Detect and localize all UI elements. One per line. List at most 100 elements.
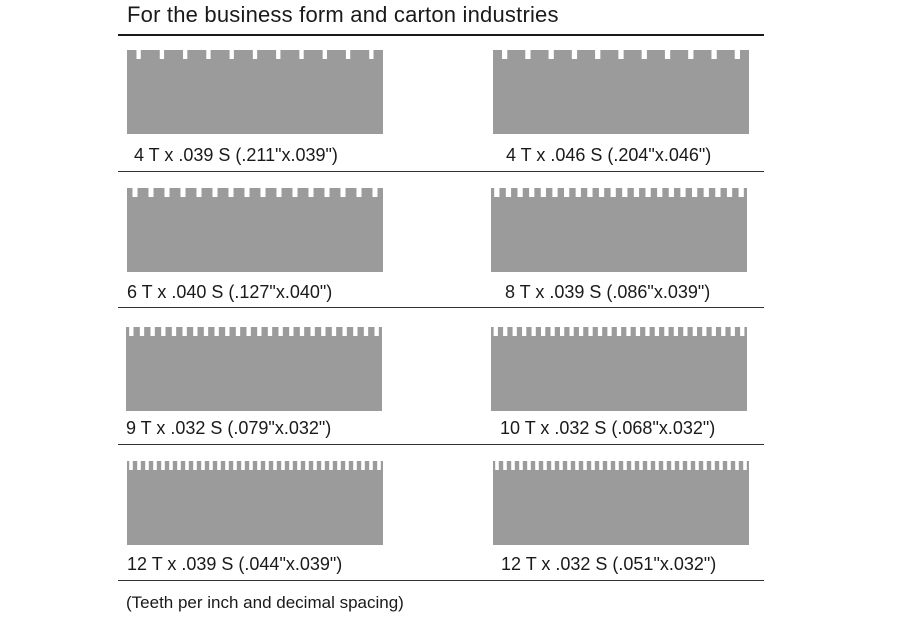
- perforation-notch: [177, 461, 181, 470]
- perforation-notch: [680, 188, 686, 197]
- perforation-notch: [695, 461, 699, 470]
- perforation-notch: [597, 327, 603, 336]
- perforation-notch: [641, 50, 647, 59]
- perforation-notch: [575, 461, 579, 470]
- blade-graphic: [126, 327, 382, 411]
- sample-caption: 10 T x .032 S (.068"x.032"): [500, 418, 716, 438]
- blade-graphic: [493, 50, 749, 134]
- perforation-notch: [369, 461, 373, 470]
- blade-graphic: [491, 327, 747, 411]
- perforation-notch: [595, 50, 601, 59]
- perforation-notch: [257, 461, 261, 470]
- perforation-notch: [297, 461, 301, 470]
- perforation-notch: [727, 461, 731, 470]
- sample-caption: 4 T x .039 S (.211"x.039"): [134, 145, 338, 165]
- perforation-notch: [654, 327, 660, 336]
- perforation-notch: [313, 461, 317, 470]
- perforation-notch: [583, 461, 587, 470]
- perforation-notch: [743, 461, 747, 470]
- perforation-notch: [136, 50, 141, 59]
- perforation-notch: [571, 50, 578, 59]
- perforation-notch: [153, 461, 157, 470]
- perforation-sample-6t-040: [127, 188, 383, 272]
- perforation-notch: [322, 50, 327, 59]
- perforation-notch: [655, 461, 659, 470]
- title-divider: [118, 34, 764, 36]
- perforation-notch: [278, 327, 283, 336]
- perforation-notch: [551, 461, 555, 470]
- perforation-notch: [703, 188, 709, 197]
- perforation-notch: [331, 327, 337, 336]
- perforation-notch: [361, 461, 365, 470]
- perforation-notch: [183, 50, 188, 59]
- perforation-notch: [246, 327, 251, 336]
- perforation-notch: [267, 327, 273, 336]
- blade-body: [127, 188, 383, 272]
- perforation-notch: [139, 327, 145, 336]
- perforation-notch: [265, 461, 269, 470]
- perforation-notch: [550, 327, 555, 336]
- sample-caption: 8 T x .039 S (.086"x.039"): [505, 282, 711, 302]
- perforation-notch: [150, 327, 155, 336]
- perforation-notch: [687, 461, 691, 470]
- perforation-notch: [657, 188, 663, 197]
- row-divider: [118, 171, 764, 172]
- sample-caption: 9 T x .032 S (.079"x.032"): [126, 418, 332, 438]
- perforation-notch: [610, 188, 616, 197]
- perforation-notch: [692, 327, 697, 336]
- perforation-notch: [738, 188, 744, 197]
- perforation-notch: [711, 327, 716, 336]
- perforation-notch: [663, 461, 667, 470]
- footnote: (Teeth per inch and decimal spacing): [126, 593, 404, 612]
- perforation-notch: [228, 188, 234, 197]
- perforation-notch: [726, 188, 733, 197]
- perforation-notch: [372, 188, 378, 197]
- perforation-notch: [688, 50, 694, 59]
- perforation-notch: [511, 461, 515, 470]
- perforation-notch: [616, 327, 622, 336]
- row-divider: [118, 444, 764, 445]
- perforation-notch: [305, 461, 309, 470]
- perforation-sample-4t-046: [493, 50, 749, 134]
- blade-body: [491, 188, 747, 272]
- perforation-notch: [639, 461, 643, 470]
- perforation-notch: [622, 188, 628, 197]
- perforation-notch: [321, 327, 326, 336]
- perforation-notch: [159, 50, 165, 59]
- perforation-notch: [369, 50, 374, 59]
- perforation-notch: [635, 327, 641, 336]
- perforation-notch: [324, 188, 330, 197]
- perforation-notch: [252, 50, 258, 59]
- perforation-notch: [299, 50, 304, 59]
- perforation-notch: [631, 461, 635, 470]
- perforation-notch: [567, 461, 571, 470]
- page-title: For the business form and carton industr…: [127, 2, 559, 27]
- perforation-notch: [671, 461, 675, 470]
- blade-graphic: [127, 188, 383, 272]
- perforation-notch: [137, 461, 141, 470]
- perforation-notch: [495, 461, 499, 470]
- perforation-sample-12t-032: [493, 461, 749, 545]
- perforation-notch: [345, 50, 351, 59]
- perforation-notch: [249, 461, 253, 470]
- perforation-notch: [196, 188, 202, 197]
- sample-caption: 4 T x .046 S (.204"x.046"): [506, 145, 712, 165]
- perforation-notch: [214, 327, 219, 336]
- perforation-notch: [623, 461, 627, 470]
- perforation-notch: [308, 188, 314, 197]
- perforation-notch: [702, 327, 707, 336]
- perforation-notch: [505, 188, 512, 197]
- perforation-notch: [363, 327, 369, 336]
- sample-caption: 12 T x .032 S (.051"x.032"): [501, 554, 717, 574]
- perforation-notch: [517, 188, 523, 197]
- perforation-notch: [599, 461, 603, 470]
- perforation-notch: [206, 50, 211, 59]
- perforation-notch: [345, 461, 349, 470]
- perforation-notch: [353, 327, 358, 336]
- blade-body: [127, 50, 383, 134]
- blade-body: [493, 461, 749, 545]
- perforation-notch: [522, 327, 527, 336]
- blade-graphic: [127, 50, 383, 134]
- perforation-notch: [193, 327, 198, 336]
- perforation-notch: [703, 461, 707, 470]
